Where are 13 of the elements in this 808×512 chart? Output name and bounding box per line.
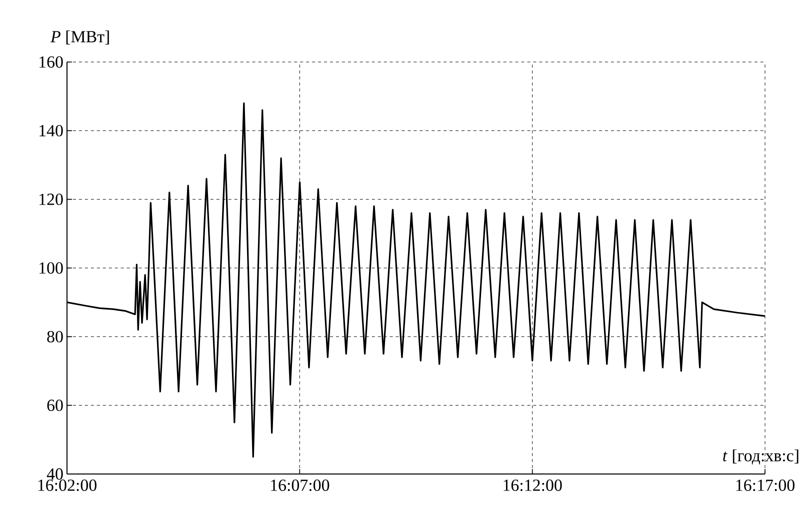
y-tick-label: 100 <box>40 262 63 274</box>
x-axis-title: t [год:хв:с] <box>723 449 798 464</box>
x-tick-label: 16:02:00 <box>38 480 96 492</box>
y-tick-label: 40 <box>46 468 63 480</box>
x-tick-label: 16:17:00 <box>736 480 794 492</box>
y-tick-label: 80 <box>47 330 63 342</box>
y-tick-label: 60 <box>47 400 63 412</box>
x-tick-label: 16:07:00 <box>271 480 330 492</box>
y-tick-label: 120 <box>40 194 63 206</box>
x-tick-label: 16:12:00 <box>504 480 562 492</box>
y-tick-label: 140 <box>40 124 63 136</box>
y-axis-title: P [МВт] <box>50 30 109 44</box>
y-tick-label: 160 <box>40 56 63 68</box>
